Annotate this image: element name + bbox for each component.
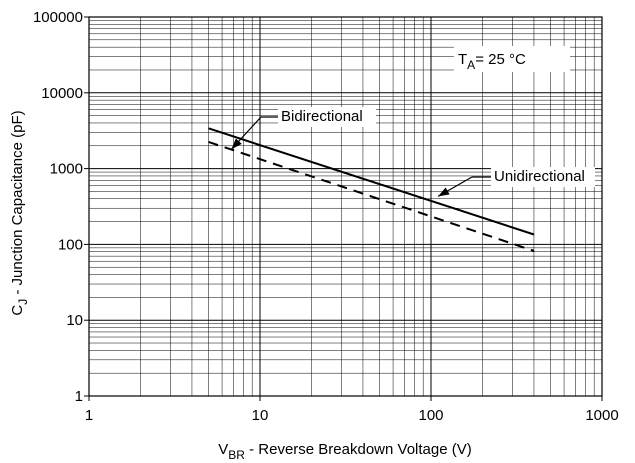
x-tick-label: 1 (85, 407, 93, 424)
tick-marks (84, 16, 603, 401)
minor-grid (89, 17, 602, 396)
y-tick-label: 100000 (33, 9, 83, 26)
x-tick-label: 1000 (585, 407, 618, 424)
bidirectional-label: Bidirectional (281, 108, 363, 125)
x-tick-label: 10 (252, 407, 269, 424)
y-tick-label: 10000 (41, 85, 83, 102)
y-axis-title-sub: J (16, 299, 30, 305)
series-lines (208, 127, 535, 252)
x-axis-title-sub: BR (228, 448, 245, 462)
x-tick-labels: 1 10 100 1000 (85, 407, 619, 424)
unidirectional-label: Unidirectional (494, 168, 585, 185)
condition-label-bg (454, 46, 570, 72)
unidirectional-arrowhead (438, 187, 450, 197)
bidirectional-label-bg (278, 107, 376, 127)
y-tick-label: 10 (66, 312, 83, 329)
x-tick-label: 100 (418, 407, 443, 424)
bidirectional-arrowhead (231, 138, 242, 150)
condition-label: TA= 25 °C (458, 51, 526, 72)
y-tick-label: 1000 (50, 161, 83, 178)
series-line-unidirectional (208, 127, 535, 236)
x-axis-title: VBR - Reverse Breakdown Voltage (V) (218, 441, 471, 462)
series-line-bidirectional (208, 140, 535, 252)
annotations: Bidirectional Unidirectional (230, 107, 595, 197)
unidirectional-label-bg (491, 167, 595, 187)
condition-label-sub: A (467, 58, 475, 72)
y-axis-title: CJ - Junction Capacitance (pF) (9, 110, 30, 315)
y-tick-label: 1 (75, 388, 83, 405)
y-tick-labels: 1 10 100 1000 10000 100000 (33, 9, 83, 405)
y-tick-label: 100 (58, 236, 83, 253)
plot-frame (88, 16, 603, 397)
